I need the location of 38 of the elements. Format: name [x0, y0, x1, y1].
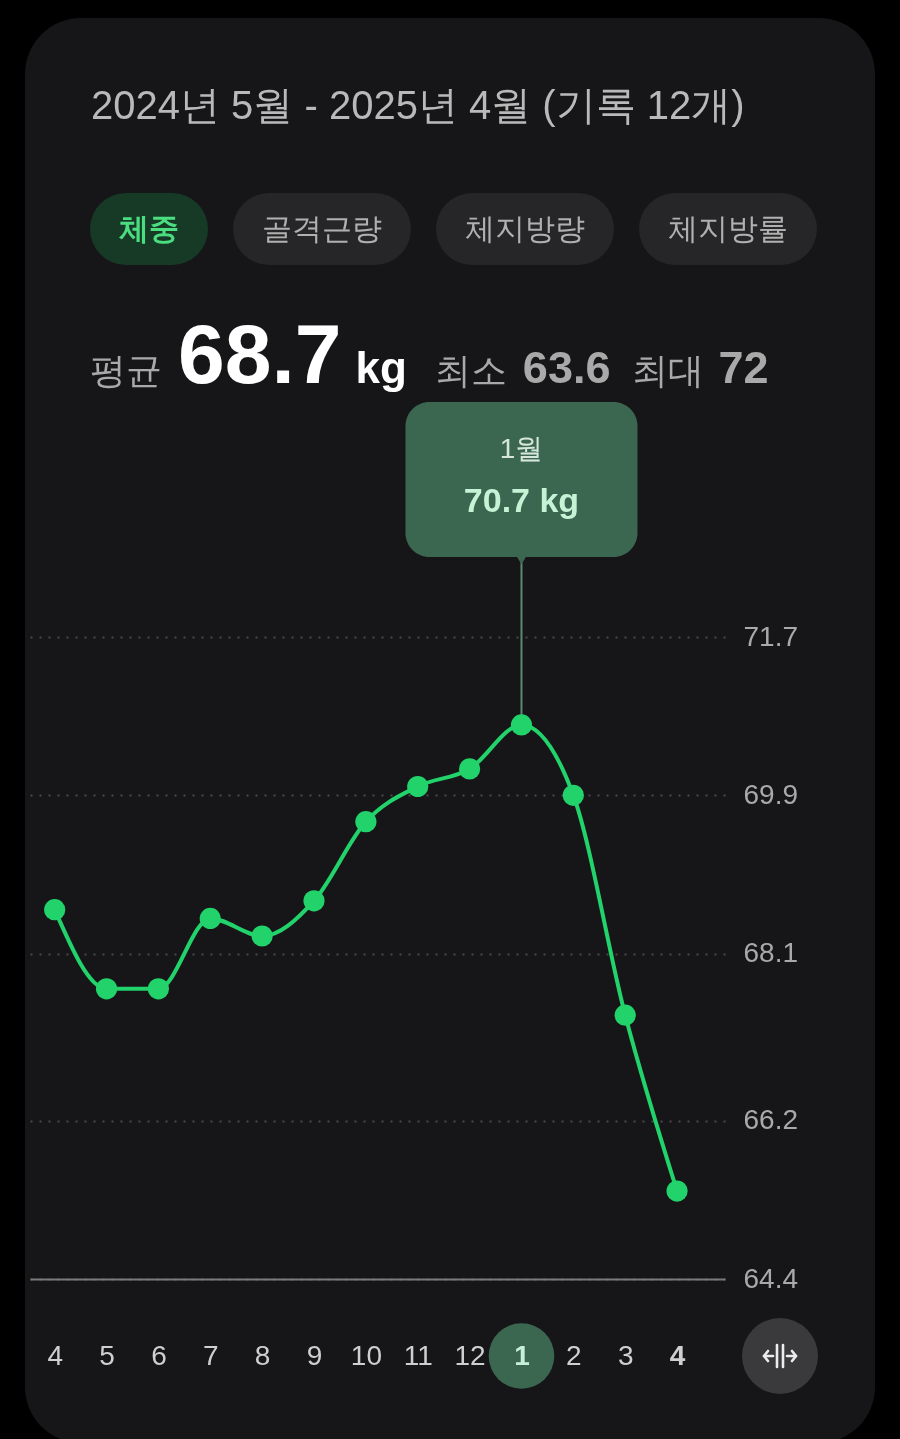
point — [95, 978, 118, 1000]
x-tick-label: 9 — [306, 1339, 323, 1371]
point — [614, 1004, 636, 1026]
text: 1월 — [499, 433, 544, 464]
point — [303, 890, 325, 912]
x-tick-label: 8 — [254, 1339, 271, 1371]
point — [562, 784, 584, 806]
x-tick-label: 11 — [403, 1339, 433, 1371]
chart-title: 2024년 5월 - 2025년 4월 (기록 12개) — [91, 82, 745, 129]
chart-subtitle: 평균 68.7 kg 최소 63.6 최대 72 — [90, 307, 769, 401]
tab: 체지방량 — [436, 193, 614, 265]
x-tick-label: 3 — [617, 1339, 634, 1371]
y-tick-label: 68.1 — [743, 937, 798, 969]
annotation: 70.7 kg — [463, 481, 580, 519]
x-tick-label: 10 — [350, 1339, 382, 1371]
x-tick-label: 4 — [669, 1339, 686, 1371]
y-tick-label: 69.9 — [743, 778, 798, 810]
y-tick-label: 66.2 — [743, 1104, 798, 1136]
x-tick-label: 6 — [151, 1339, 167, 1371]
point — [666, 1180, 688, 1202]
tab: 골격근량 — [233, 193, 411, 265]
tab: 체지방률 — [639, 193, 817, 265]
point — [147, 978, 170, 1000]
point — [355, 811, 377, 833]
point — [199, 907, 221, 930]
y-tick-label: 71.7 — [743, 620, 798, 652]
x-tick-label: 1 — [514, 1339, 530, 1371]
point — [251, 925, 273, 947]
x-tick-label: 5 — [99, 1339, 115, 1371]
y-tick-label: 64.4 — [743, 1262, 798, 1294]
point — [44, 899, 66, 921]
x-tick-label: 2 — [566, 1339, 582, 1371]
point — [459, 758, 481, 780]
x-tick-label: 4 — [47, 1339, 63, 1371]
point — [407, 775, 429, 798]
x-tick-label: 12 — [454, 1339, 486, 1371]
x-tick-label: 7 — [203, 1339, 219, 1371]
point — [510, 714, 533, 736]
